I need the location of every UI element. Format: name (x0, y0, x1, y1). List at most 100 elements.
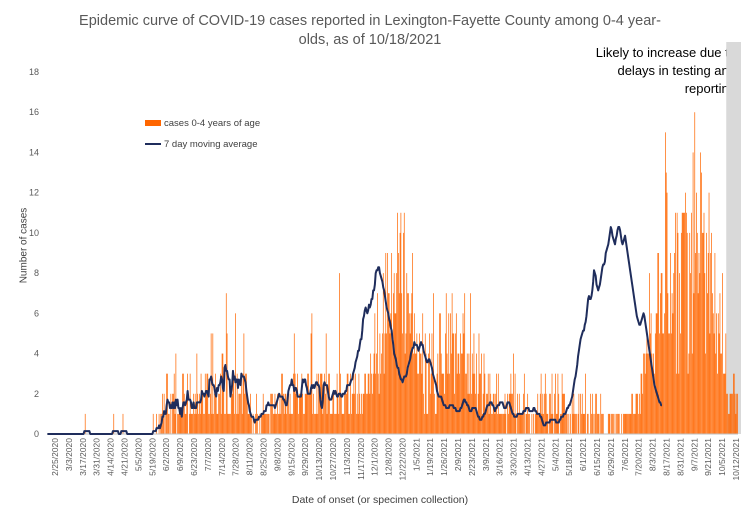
bar (366, 393, 368, 434)
bar (215, 393, 217, 434)
bar (461, 353, 463, 434)
x-tick-label: 9/15/2020 (286, 438, 296, 476)
bar (617, 413, 618, 434)
bar (675, 373, 677, 434)
x-tick-label: 7/7/2020 (203, 438, 213, 471)
bar (333, 393, 335, 434)
bar (356, 413, 357, 434)
bar (224, 413, 225, 434)
bar (727, 393, 728, 434)
x-tick-label: 1/19/2021 (425, 438, 435, 476)
bar (596, 393, 597, 434)
y-tick-label: 4 (34, 349, 39, 359)
bar (692, 152, 694, 434)
bar (560, 413, 561, 434)
bar (373, 353, 375, 434)
bar (450, 313, 451, 434)
bar (470, 293, 471, 434)
bar (513, 413, 515, 434)
bar (267, 413, 269, 434)
bar (429, 393, 431, 434)
bar (546, 413, 548, 434)
bar (431, 333, 433, 434)
bar (452, 333, 454, 434)
bar (188, 413, 190, 434)
bar (205, 393, 207, 434)
bar (712, 313, 714, 434)
bar (225, 293, 227, 434)
bar (356, 393, 358, 434)
bar (420, 353, 422, 434)
x-tick-label: 6/2/2020 (161, 438, 171, 471)
bar (196, 353, 198, 434)
bar (531, 413, 533, 434)
bar (308, 373, 309, 434)
bar (716, 313, 717, 434)
bar (230, 413, 231, 434)
bar (305, 393, 307, 434)
bar (424, 413, 425, 434)
x-tick-label: 3/16/2021 (495, 438, 505, 476)
bar (660, 273, 662, 434)
bar (248, 413, 250, 434)
bar (326, 413, 328, 434)
bar (256, 393, 257, 434)
bar (592, 413, 594, 434)
bar (316, 373, 318, 434)
bar (206, 373, 208, 434)
bar (204, 413, 205, 434)
bar (346, 373, 348, 434)
bar (646, 333, 648, 434)
delay-annotation-line-1: Likely to increase due to (595, 45, 736, 60)
bar (158, 413, 160, 434)
y-tick-label: 14 (29, 147, 39, 157)
bar (542, 393, 544, 434)
bar (480, 373, 482, 434)
bar (623, 413, 625, 434)
bar (216, 413, 218, 434)
bar (488, 413, 490, 434)
bar (282, 373, 283, 434)
bar (360, 413, 361, 434)
bar (628, 413, 630, 434)
bar (408, 313, 410, 434)
bar (487, 393, 488, 434)
bar (475, 393, 476, 434)
bar (359, 393, 361, 434)
bar (299, 393, 301, 434)
x-tick-label: 3/31/2020 (92, 438, 102, 476)
bar (181, 413, 183, 434)
x-tick-label: 4/14/2020 (106, 438, 116, 476)
bar (290, 413, 292, 434)
bar (457, 353, 459, 434)
bar (721, 353, 722, 434)
x-tick-label: 6/29/2021 (606, 438, 616, 476)
bar (241, 413, 243, 434)
bar (199, 413, 201, 434)
bar (678, 373, 680, 434)
x-tick-label: 8/3/2021 (648, 438, 658, 471)
bar (340, 373, 341, 434)
bar (670, 253, 671, 434)
bar (415, 353, 417, 434)
bar (265, 413, 267, 434)
delay-annotation: Likely to increase due to delays in test… (536, 44, 736, 98)
bar (374, 313, 376, 434)
bar (383, 373, 385, 434)
bar (707, 253, 709, 434)
bar (510, 373, 512, 434)
bar (234, 413, 236, 434)
bar (430, 373, 432, 434)
bar (397, 212, 398, 434)
bar (655, 313, 657, 434)
bar (689, 232, 691, 434)
bar (345, 393, 347, 434)
bar (490, 393, 492, 434)
bar (304, 393, 306, 434)
bar (686, 212, 687, 434)
bar (324, 393, 326, 434)
legend-line-swatch (145, 143, 161, 146)
bar (621, 413, 623, 434)
bar (706, 232, 707, 434)
y-tick-label: 18 (29, 67, 39, 77)
